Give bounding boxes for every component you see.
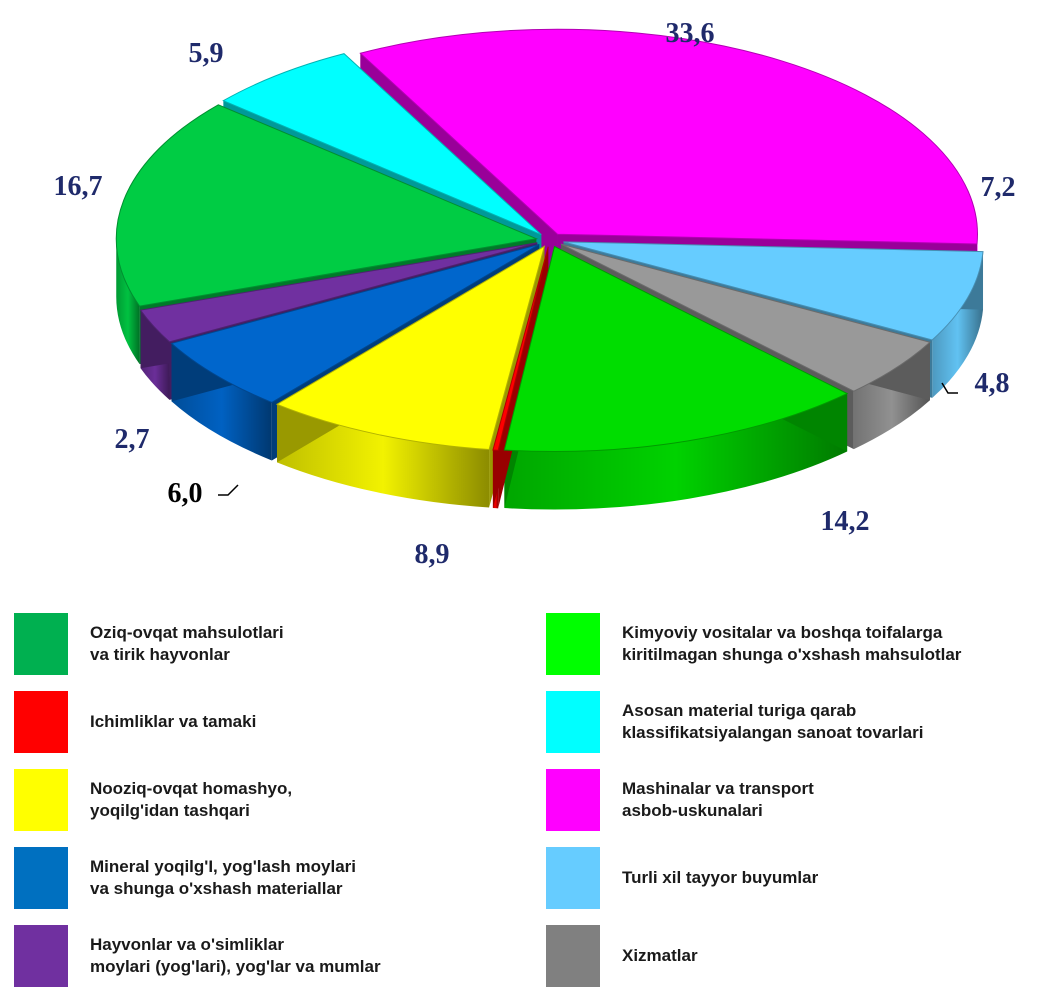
legend-item-mineral-fuels: Mineral yoqilg'I, yog'lash moylari va sh…	[14, 847, 356, 909]
data-label: 33,6	[666, 18, 715, 49]
pie-chart: 33,6 7,2 4,8 14,2 8,9 6,0 2,7 16,7 5,9	[54, 18, 1016, 570]
leader-line	[941, 382, 958, 394]
pie-slice	[560, 243, 931, 392]
legend-label: Mashinalar va transport asbob-uskunalari	[622, 779, 814, 820]
legend-swatch	[546, 925, 600, 987]
legend-swatch	[546, 769, 600, 831]
legend-label: Xizmatlar	[622, 946, 698, 965]
data-label: 16,7	[54, 171, 103, 202]
data-label: 4,8	[975, 368, 1010, 399]
legend-label: Asosan material turiga qarab klassifikat…	[622, 701, 924, 742]
pie-slice	[359, 28, 978, 245]
legend-item-chemicals: Kimyoviy vositalar va boshqa toifalarga …	[546, 613, 961, 675]
data-label: 7,2	[981, 172, 1016, 203]
legend-swatch	[14, 769, 68, 831]
pie-slice-wall	[932, 251, 984, 398]
legend-item-machinery: Mashinalar va transport asbob-uskunalari	[546, 769, 814, 831]
legend-swatch	[14, 691, 68, 753]
legend-item-services: Xizmatlar	[546, 925, 698, 987]
legend-label: Nooziq-ovqat homashyo, yoqilg'idan tashq…	[90, 779, 293, 820]
data-label: 5,9	[189, 38, 224, 69]
legend-swatch	[546, 691, 600, 753]
pie-slice	[115, 104, 539, 307]
data-label: 2,7	[115, 424, 150, 455]
pie-slice	[139, 242, 538, 343]
legend-label: Mineral yoqilg'I, yog'lash moylari va sh…	[90, 857, 356, 898]
data-label: 6,0	[168, 478, 203, 509]
legend-swatch	[14, 925, 68, 987]
legend-item-beverages: Ichimliklar va tamaki	[14, 691, 256, 753]
pie-slice-wall	[504, 393, 848, 510]
legend-label: Turli xil tayyor buyumlar	[622, 868, 819, 887]
legend-item-misc-goods: Turli xil tayyor buyumlar	[546, 847, 818, 909]
pie-slice	[503, 245, 849, 452]
pie-slice	[222, 53, 542, 236]
legend-label: Ichimliklar va tamaki	[90, 712, 257, 731]
legend-item-raw-materials: Nooziq-ovqat homashyo, yoqilg'idan tashq…	[14, 769, 292, 831]
data-label: 8,9	[415, 539, 450, 570]
legend-swatch	[14, 613, 68, 675]
legend-label: Oziq-ovqat mahsulotlari va tirik hayvonl…	[90, 623, 284, 664]
pie-slice	[492, 246, 549, 451]
legend-swatch	[546, 847, 600, 909]
legend-swatch	[14, 847, 68, 909]
legend-swatch	[546, 613, 600, 675]
legend-label: Kimyoviy vositalar va boshqa toifalarga …	[622, 623, 962, 664]
pie-slice	[275, 245, 546, 451]
leader-line	[218, 484, 239, 496]
legend-label: Hayvonlar va o'simliklar moylari (yog'la…	[90, 935, 381, 976]
legend-item-oils-fats: Hayvonlar va o'simliklar moylari (yog'la…	[14, 925, 381, 987]
legend-item-food: Oziq-ovqat mahsulotlari va tirik hayvonl…	[14, 613, 284, 675]
legend-item-manufactured-goods: Asosan material turiga qarab klassifikat…	[546, 691, 923, 753]
data-label: 14,2	[821, 506, 870, 537]
pie-slice-wall	[116, 238, 140, 365]
legend: Oziq-ovqat mahsulotlari va tirik hayvonl…	[0, 605, 1040, 999]
pie-slice	[563, 241, 984, 341]
pie-slice	[170, 243, 540, 404]
